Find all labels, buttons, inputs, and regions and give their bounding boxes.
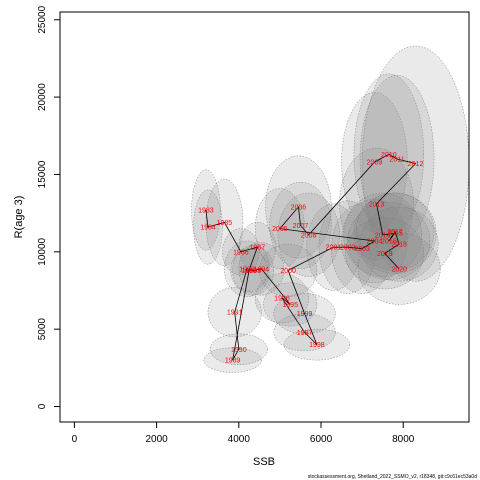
point-label-1991: 1991: [227, 310, 243, 317]
point-label-1996: 1996: [274, 296, 290, 303]
point-label-2013: 2013: [369, 201, 385, 208]
ellipse-2020: [357, 232, 441, 305]
point-label-1993: 1993: [245, 268, 261, 275]
y-tick-label-15000: 15000: [37, 160, 48, 188]
point-label-2004: 2004: [367, 238, 383, 245]
point-label-1989: 1989: [225, 358, 241, 365]
y-axis: 0 5000 10000 15000 20000 25000: [37, 5, 61, 409]
point-label-1984: 1984: [200, 225, 216, 232]
x-tick-label-6000: 6000: [310, 434, 333, 445]
y-tick-label-20000: 20000: [37, 83, 48, 111]
x-axis: 0 2000 4000 6000 8000: [72, 421, 415, 445]
x-tick-label-8000: 8000: [392, 434, 415, 445]
point-label-2019: 2019: [377, 251, 393, 258]
point-label-2005: 2005: [272, 226, 288, 233]
point-label-2017: 2017: [387, 229, 403, 236]
point-label-2010: 2010: [381, 152, 397, 159]
point-label-2020: 2020: [391, 266, 407, 273]
y-axis-title: R(age 3): [13, 196, 25, 239]
point-label-1995: 1995: [282, 302, 298, 309]
point-label-2016: 2016: [381, 238, 397, 245]
y-tick-label-0: 0: [37, 403, 48, 409]
point-label-1987: 1987: [250, 245, 266, 252]
point-label-2009: 2009: [367, 160, 383, 167]
point-label-2007: 2007: [293, 223, 309, 230]
point-label-2011: 2011: [390, 156, 405, 163]
confidence-ellipses: [191, 45, 470, 373]
y-tick-label-5000: 5000: [37, 318, 48, 341]
x-tick-label-0: 0: [72, 434, 78, 445]
y-tick-label-10000: 10000: [37, 237, 48, 265]
point-label-1992: 1992: [239, 266, 255, 273]
point-label-2012: 2012: [408, 161, 424, 168]
point-label-2000: 2000: [280, 268, 296, 275]
x-tick-label-2000: 2000: [145, 434, 168, 445]
point-label-2015: 2015: [387, 231, 403, 238]
year-labels: 1983198419851986198719881989199019911992…: [198, 152, 423, 365]
point-label-2006: 2006: [291, 204, 307, 211]
point-label-1986: 1986: [233, 249, 249, 256]
footnote: stockassessment.org, Shetland_2022_SSMO_…: [308, 474, 477, 480]
point-label-1997: 1997: [297, 330, 313, 337]
point-label-2014: 2014: [375, 232, 391, 239]
point-label-1998: 1998: [309, 342, 325, 349]
point-label-1983: 1983: [198, 208, 214, 215]
point-label-2018: 2018: [391, 242, 407, 249]
year-trajectory-line: [205, 153, 417, 361]
point-label-2001: 2001: [326, 245, 342, 252]
point-label-1985: 1985: [217, 220, 233, 227]
point-label-1994: 1994: [254, 266, 270, 273]
point-label-1988: 1988: [241, 268, 257, 275]
point-label-2002: 2002: [340, 245, 356, 252]
point-label-2003: 2003: [354, 246, 370, 253]
point-label-1990: 1990: [231, 347, 247, 354]
point-label-1999: 1999: [297, 311, 313, 318]
x-axis-title: SSB: [253, 456, 275, 468]
y-tick-label-25000: 25000: [37, 5, 48, 33]
x-tick-label-4000: 4000: [228, 434, 251, 445]
point-label-2008: 2008: [301, 232, 317, 239]
